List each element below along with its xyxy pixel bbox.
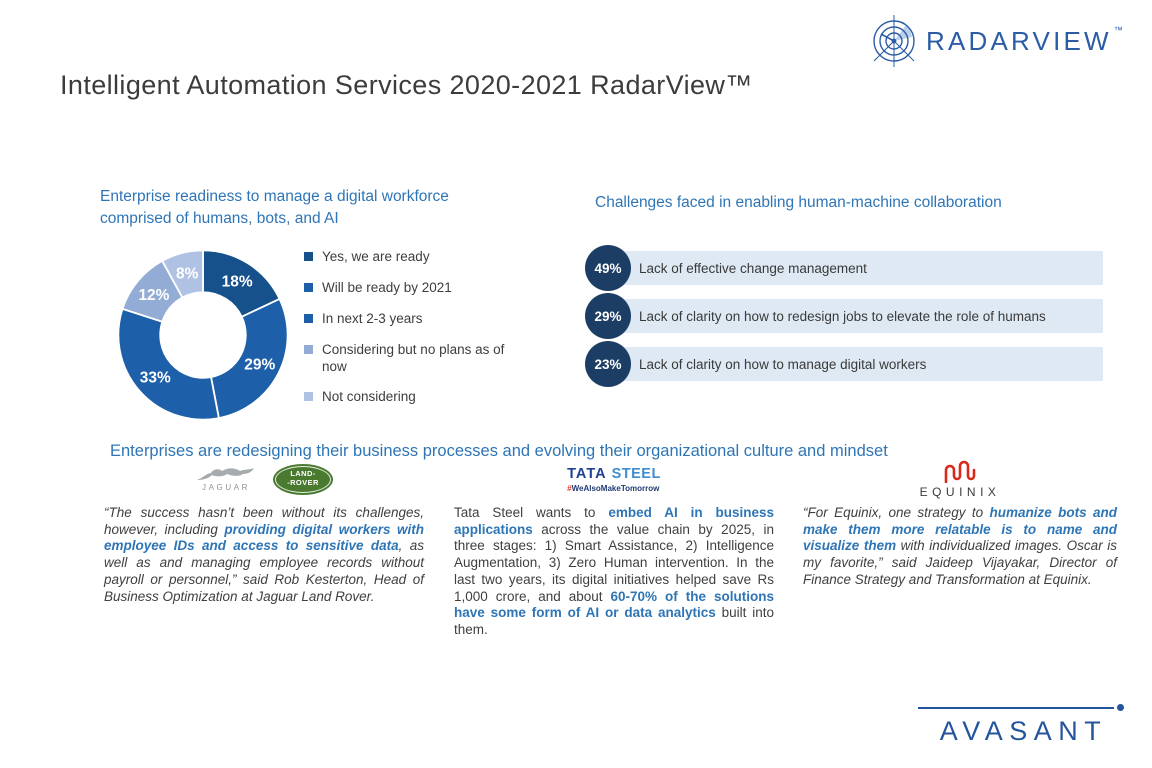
legend-label: Considering but no plans as of now [322, 341, 505, 374]
jaguar-logo: JAGUAR [195, 466, 257, 492]
avasant-rule [918, 704, 1124, 711]
hashtag-text: WeAlsoMakeTomorrow [571, 483, 660, 493]
quote-highlight: providing digital workers with employee … [104, 521, 424, 554]
legend-item: Will be ready by 2021 [304, 280, 532, 297]
avasant-line [918, 706, 1114, 709]
legend-swatch [304, 252, 313, 261]
stories-title: Enterprises are redesigning their busine… [110, 442, 888, 460]
challenges-title: Challenges faced in enabling human-machi… [595, 194, 1002, 211]
story-column-jaguar-land-rover: JAGUAR LAND- -ROVER “The success hasn’t … [104, 455, 424, 619]
avasant-logo: AVASANT [918, 704, 1124, 747]
legend-swatch [304, 313, 313, 323]
challenge-row: Lack of clarity on how to redesign jobs … [585, 293, 1103, 339]
quote-highlight: embed AI in business applications [454, 505, 774, 537]
equinix-wordmark: EQUINIX [919, 485, 1001, 499]
donut-slice-label-29: 29% [244, 356, 275, 373]
avasant-dot [1117, 704, 1124, 711]
donut-slice-8 [160, 249, 204, 299]
challenge-pct-badge: 23% [585, 341, 631, 387]
quote-text: across the value chain by 2025, in three… [454, 521, 774, 604]
tata-quote: Tata Steel wants to embed AI in business… [454, 505, 774, 639]
legend-label: Not considering [322, 389, 416, 405]
equinix-quote: “For Equinix, one strategy to humanize b… [803, 505, 1117, 589]
story-column-tata-steel: TATA STEEL #WeAlsoMakeTomorrow Tata Stee… [454, 455, 774, 652]
radar-icon [873, 15, 915, 67]
challenge-row: Lack of clarity on how to manage digital… [585, 341, 1103, 387]
quote-text: , as well as and managing employee recor… [104, 538, 425, 604]
legend-swatch [304, 344, 313, 354]
challenge-label-bar: Lack of clarity on how to manage digital… [600, 347, 1103, 381]
landrover-line1: LAND- [290, 469, 316, 479]
donut-slice-label-8: 8% [176, 266, 199, 283]
page-title: Intelligent Automation Services 2020-202… [60, 70, 753, 100]
challenge-label-bar: Lack of clarity on how to redesign jobs … [600, 299, 1103, 333]
jaguar-landrover-logos: JAGUAR LAND- -ROVER [104, 455, 424, 503]
avasant-wordmark: AVASANT [939, 716, 1108, 746]
jlr-quote: “The success hasn’t been without its cha… [104, 505, 424, 605]
legend-label: Yes, we are ready [322, 249, 430, 264]
quote-text: “The success hasn’t been without its cha… [104, 505, 424, 537]
quote-text: with individualized images. Oscar is my … [803, 538, 1117, 587]
donut-slice-label-33: 33% [140, 370, 171, 387]
equinix-mark-icon [944, 460, 976, 483]
donut-legend: Yes, we are ready Will be ready by 2021 … [304, 249, 532, 420]
tata-hashtag: #WeAlsoMakeTomorrow [567, 484, 659, 493]
legend-item: In next 2-3 years [304, 311, 532, 328]
story-column-equinix: EQUINIX “For Equinix, one strategy to hu… [803, 455, 1117, 602]
jaguar-wordmark: JAGUAR [201, 483, 251, 492]
landrover-line2: -ROVER [287, 478, 319, 487]
radarview-tm: ™ [1113, 25, 1123, 35]
legend-label: In next 2-3 years [322, 310, 423, 326]
donut-chart: 18% 29% 33% 12% 8% [117, 249, 289, 421]
challenge-row: Lack of effective change management 49% [585, 245, 1103, 291]
hashtag-symbol: # [567, 483, 572, 493]
donut-slice-33 [117, 307, 220, 421]
radarview-wordmark: RADARVIEW [926, 25, 1112, 56]
tata-wordmark: TATA [567, 465, 607, 482]
quote-text: “For Equinix, one strategy to [803, 505, 990, 520]
donut-slice-29 [209, 297, 289, 420]
quote-text: Tata Steel wants to [454, 505, 609, 520]
donut-slice-label-18: 18% [222, 274, 253, 291]
radarview-logo: RADARVIEW ™ [866, 13, 1123, 69]
quote-text: built into them. [454, 605, 774, 638]
equinix-logo-row: EQUINIX [803, 455, 1117, 503]
donut-chart-title: Enterprise readiness to manage a digital… [100, 188, 449, 228]
legend-swatch [304, 282, 313, 292]
legend-label: Will be ready by 2021 [322, 279, 452, 295]
tata-steel-logo: TATA STEEL #WeAlsoMakeTomorrow [567, 466, 661, 493]
legend-swatch [304, 392, 313, 402]
jaguar-cat-icon [197, 468, 254, 480]
donut-slice-label-12: 12% [138, 287, 169, 304]
legend-item: Considering but no plans as of now [304, 342, 532, 376]
landrover-badge: LAND- -ROVER [273, 463, 333, 495]
tata-steel-logo-row: TATA STEEL #WeAlsoMakeTomorrow [454, 455, 774, 503]
challenge-label-bar: Lack of effective change management [600, 251, 1103, 285]
steel-wordmark: STEEL [611, 465, 661, 482]
equinix-logo: EQUINIX [920, 459, 1001, 499]
legend-item: Not considering [304, 389, 532, 406]
challenge-pct-badge: 49% [585, 245, 631, 291]
legend-item: Yes, we are ready [304, 249, 532, 266]
quote-highlight: humanize bots and make them more relatab… [803, 505, 1117, 554]
challenge-pct-badge: 29% [585, 293, 631, 339]
quote-highlight: 60-70% of the solutions have some form o… [454, 588, 774, 621]
